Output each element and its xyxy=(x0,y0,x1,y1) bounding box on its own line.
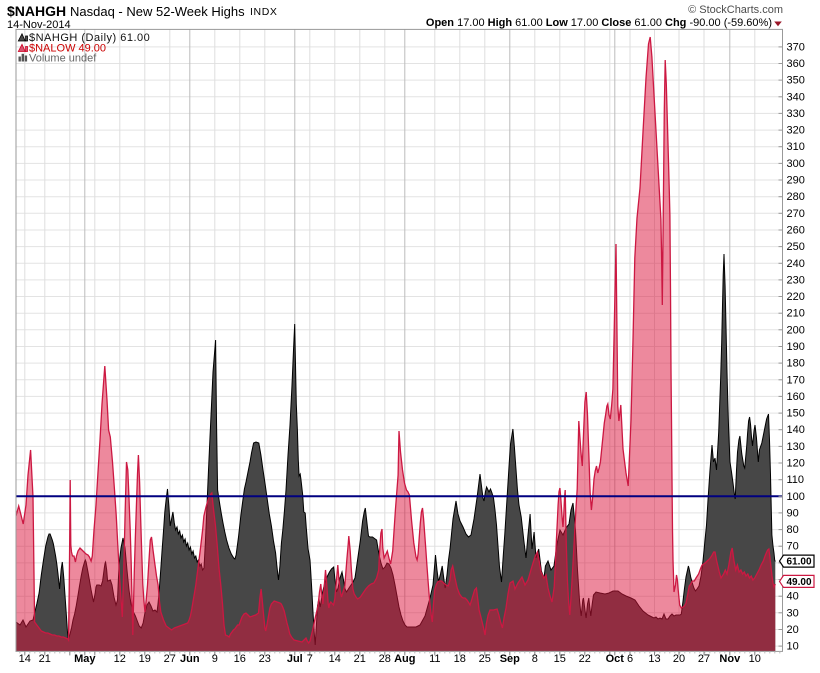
svg-text:May: May xyxy=(74,653,96,665)
svg-text:16: 16 xyxy=(234,653,246,665)
svg-text:Jul: Jul xyxy=(287,653,303,665)
svg-text:330: 330 xyxy=(787,108,805,120)
svg-text:28: 28 xyxy=(379,653,391,665)
svg-text:49.00: 49.00 xyxy=(786,577,811,588)
svg-text:180: 180 xyxy=(787,358,805,370)
svg-text:280: 280 xyxy=(787,191,805,203)
svg-text:25: 25 xyxy=(479,653,491,665)
svg-text:90: 90 xyxy=(787,507,799,519)
svg-text:70: 70 xyxy=(787,541,799,553)
svg-text:8: 8 xyxy=(532,653,538,665)
svg-text:140: 140 xyxy=(787,424,805,436)
svg-text:220: 220 xyxy=(787,291,805,303)
svg-text:80: 80 xyxy=(787,524,799,536)
svg-text:Oct: Oct xyxy=(606,653,625,665)
svg-text:61.00: 61.00 xyxy=(786,557,811,568)
svg-text:320: 320 xyxy=(787,125,805,137)
svg-text:19: 19 xyxy=(139,653,151,665)
svg-text:27: 27 xyxy=(698,653,710,665)
svg-text:12: 12 xyxy=(114,653,126,665)
svg-text:270: 270 xyxy=(787,208,805,220)
svg-text:Jun: Jun xyxy=(180,653,200,665)
svg-text:Open 17.00 High 61.00 Low 17.0: Open 17.00 High 61.00 Low 17.00 Close 61… xyxy=(426,17,772,29)
svg-text:250: 250 xyxy=(787,241,805,253)
svg-text:10: 10 xyxy=(787,641,799,653)
svg-text:21: 21 xyxy=(39,653,51,665)
svg-text:120: 120 xyxy=(787,458,805,470)
svg-text:100: 100 xyxy=(787,491,805,503)
svg-text:14-Nov-2014: 14-Nov-2014 xyxy=(7,19,71,31)
svg-text:210: 210 xyxy=(787,308,805,320)
svg-text:9: 9 xyxy=(212,653,218,665)
svg-text:Volume undef: Volume undef xyxy=(29,53,97,65)
svg-text:370: 370 xyxy=(787,41,805,53)
svg-text:190: 190 xyxy=(787,341,805,353)
svg-text:310: 310 xyxy=(787,141,805,153)
svg-text:22: 22 xyxy=(579,653,591,665)
svg-text:18: 18 xyxy=(454,653,466,665)
svg-text:300: 300 xyxy=(787,158,805,170)
svg-text:© StockCharts.com: © StockCharts.com xyxy=(688,4,783,16)
svg-text:40: 40 xyxy=(787,591,799,603)
svg-text:14: 14 xyxy=(329,653,341,665)
svg-text:13: 13 xyxy=(648,653,660,665)
svg-text:240: 240 xyxy=(787,258,805,270)
svg-text:11: 11 xyxy=(429,653,440,665)
svg-text:340: 340 xyxy=(787,91,805,103)
svg-text:200: 200 xyxy=(787,324,805,336)
svg-text:260: 260 xyxy=(787,225,805,237)
svg-text:$NAHGH (Daily) 61.00: $NAHGH (Daily) 61.00 xyxy=(29,32,150,44)
svg-text:21: 21 xyxy=(354,653,366,665)
svg-text:Nasdaq - New 52-Week Highs: Nasdaq - New 52-Week Highs xyxy=(70,4,245,19)
svg-text:130: 130 xyxy=(787,441,805,453)
svg-text:$NALOW 49.00: $NALOW 49.00 xyxy=(29,43,106,55)
svg-text:10: 10 xyxy=(749,653,761,665)
svg-text:350: 350 xyxy=(787,75,805,87)
svg-text:15: 15 xyxy=(554,653,566,665)
svg-text:360: 360 xyxy=(787,58,805,70)
svg-text:30: 30 xyxy=(787,607,799,619)
svg-text:27: 27 xyxy=(164,653,176,665)
svg-text:Sep: Sep xyxy=(500,653,520,665)
svg-text:230: 230 xyxy=(787,274,805,286)
svg-text:$NAHGH: $NAHGH xyxy=(7,3,66,19)
svg-text:7: 7 xyxy=(307,653,313,665)
svg-text:INDX: INDX xyxy=(250,6,278,18)
svg-text:290: 290 xyxy=(787,175,805,187)
svg-text:6: 6 xyxy=(627,653,633,665)
svg-text:Aug: Aug xyxy=(394,653,415,665)
svg-text:160: 160 xyxy=(787,391,805,403)
svg-text:150: 150 xyxy=(787,408,805,420)
svg-text:170: 170 xyxy=(787,374,805,386)
svg-text:14: 14 xyxy=(19,653,31,665)
svg-text:Nov: Nov xyxy=(719,653,741,665)
svg-text:110: 110 xyxy=(787,474,805,486)
svg-text:20: 20 xyxy=(673,653,685,665)
svg-text:20: 20 xyxy=(787,624,799,636)
svg-text:23: 23 xyxy=(259,653,271,665)
